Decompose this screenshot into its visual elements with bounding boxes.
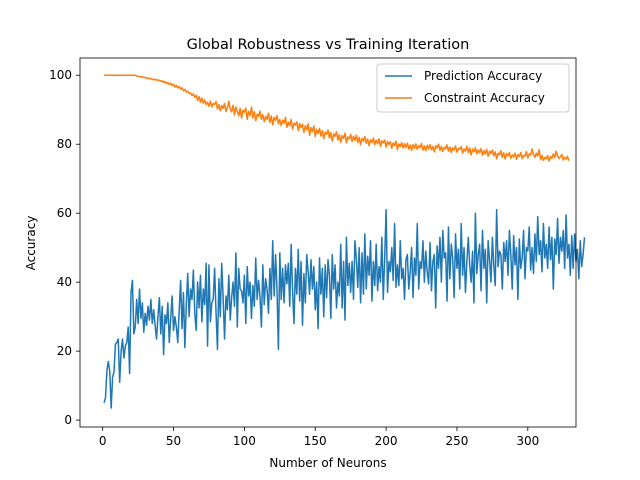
- legend-box: [376, 63, 570, 113]
- series-line-constraint-accuracy: [104, 74, 570, 162]
- y-axis: 0 20 40 60 80 100: [49, 68, 80, 427]
- y-tick-label: 0: [64, 413, 72, 427]
- series-layer: [103, 74, 586, 409]
- x-tick-label: 200: [375, 434, 398, 448]
- y-tick-label: 60: [57, 206, 72, 220]
- plot-frame: [79, 57, 577, 428]
- x-tick-label: 300: [516, 434, 539, 448]
- plot-area: [79, 57, 586, 428]
- legend-label-constraint-accuracy: Constraint Accuracy: [424, 91, 545, 105]
- x-axis-label: Number of Neurons: [269, 456, 386, 470]
- legend-label-prediction-accuracy: Prediction Accuracy: [424, 69, 542, 83]
- x-axis: 0 50 100 150 200 250 300: [99, 427, 539, 448]
- legend: Prediction Accuracy Constraint Accuracy: [376, 63, 570, 113]
- x-tick-label: 150: [304, 434, 327, 448]
- x-tick-label: 50: [166, 434, 181, 448]
- x-tick-label: 100: [233, 434, 256, 448]
- x-tick-label: 250: [446, 434, 469, 448]
- y-tick-label: 80: [57, 137, 72, 151]
- series-line-prediction-accuracy: [103, 208, 586, 409]
- x-tick-label: 0: [99, 434, 107, 448]
- y-tick-label: 40: [57, 275, 72, 289]
- y-tick-label: 20: [57, 344, 72, 358]
- y-tick-label: 100: [49, 68, 72, 82]
- chart-title: Global Robustness vs Training Iteration: [187, 37, 470, 53]
- y-axis-label: Accuracy: [24, 216, 38, 271]
